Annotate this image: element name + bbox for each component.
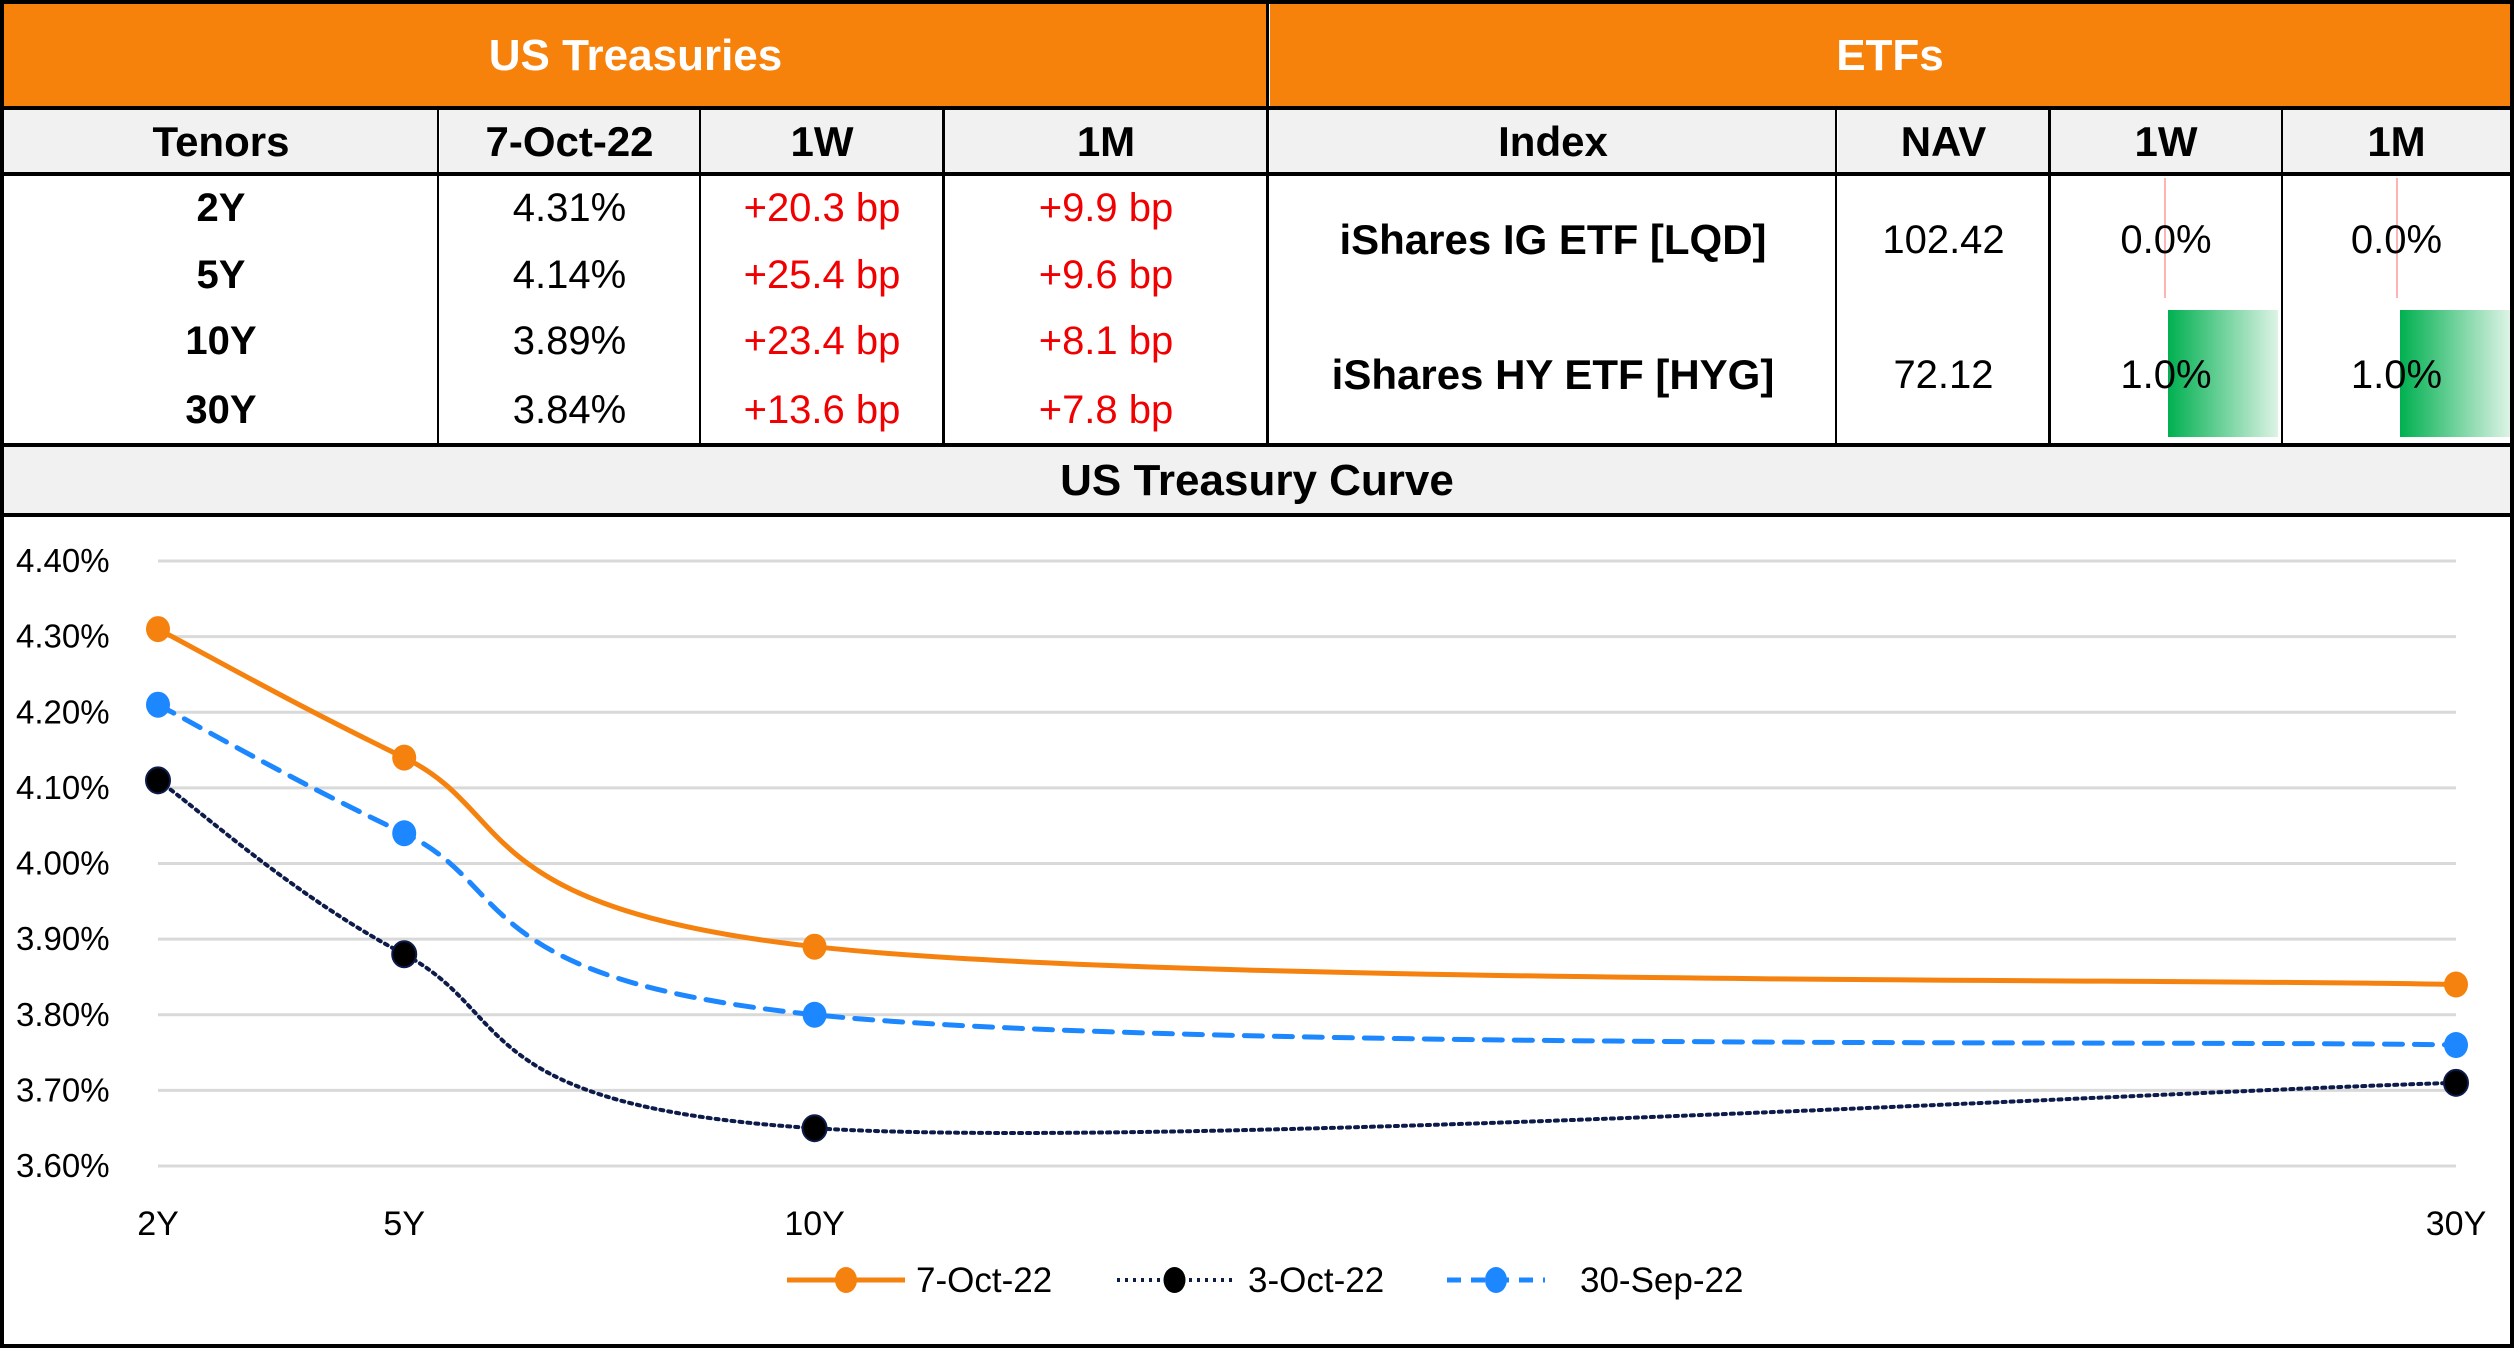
change-1w-cell: +23.4 bp [743, 318, 901, 363]
etf-nav-cell: 102.42 [1882, 217, 2005, 262]
y-tick-label: 4.30% [16, 618, 110, 655]
tenor-cell: 2Y [196, 185, 246, 230]
divider [2048, 107, 2051, 445]
divider [0, 172, 2514, 176]
data-point [145, 766, 171, 795]
divider [0, 443, 2514, 447]
data-point [802, 1001, 827, 1028]
divider [699, 107, 701, 445]
etf-nav-cell: 72.12 [1893, 352, 1994, 397]
col-header-date: 7-Oct-22 [440, 110, 699, 173]
col-header-etf-1m: 1M [2283, 110, 2510, 173]
series-line-30-Sep-22 [155, 702, 2459, 1048]
y-tick-label: 3.90% [16, 920, 110, 957]
y-tick-label: 4.00% [16, 845, 110, 882]
x-tick-label: 10Y [784, 1205, 845, 1243]
change-1w-cell: +25.4 bp [743, 252, 901, 297]
divider [0, 0, 4, 1348]
etf-index-cell: iShares IG ETF [LQD] [1339, 216, 1767, 263]
y-tick-label: 3.70% [16, 1071, 110, 1108]
divider [2510, 0, 2514, 1348]
x-tick-label: 30Y [2426, 1205, 2487, 1243]
col-header-1m: 1M [945, 110, 1267, 173]
databar-1w-hyg [2168, 310, 2278, 437]
divider [2281, 107, 2283, 445]
divider [0, 1344, 2514, 1348]
data-point [146, 691, 170, 718]
y-tick-label: 4.10% [16, 769, 110, 806]
chart-title: US Treasury Curve [4, 447, 2510, 514]
divider [1835, 107, 1837, 445]
divider [0, 106, 2514, 110]
treasury-curve-chart: 4.40% 4.30% 4.20% 4.10% 4.00% 3.90% 3.80% 3.70%… [16, 542, 2487, 1300]
etf-1m-cell: 0.0% [2350, 217, 2443, 262]
etf-1w-cell: 1.0% [2120, 352, 2212, 397]
data-point [392, 820, 417, 847]
data-point [2444, 1032, 2468, 1058]
data-point [391, 940, 418, 969]
col-header-nav: NAV [1838, 110, 2049, 173]
y-tick-label: 3.60% [16, 1147, 110, 1184]
treasuries-title: US Treasuries [4, 4, 1267, 107]
data-point [146, 616, 170, 643]
series-line-7-Oct-22 [155, 626, 2459, 987]
tenor-cell: 30Y [185, 387, 257, 432]
divider [942, 107, 945, 445]
change-1m-cell: +8.1 bp [1038, 318, 1174, 363]
databar-1m-hyg [2400, 310, 2510, 437]
data-point [2444, 971, 2468, 998]
yield-cell: 4.31% [512, 185, 627, 230]
etf-1m-cell: 1.0% [2350, 352, 2443, 397]
change-1m-cell: +7.8 bp [1038, 387, 1174, 432]
etf-1w-cell: 0.0% [2120, 217, 2212, 262]
change-1w-cell: +13.6 bp [743, 387, 901, 432]
change-1m-cell: +9.6 bp [1038, 252, 1174, 297]
yield-cell: 3.84% [512, 387, 627, 432]
divider [0, 0, 2514, 4]
zero-axis-line [2396, 178, 2398, 298]
data-point [801, 1114, 828, 1143]
col-header-etf-1w: 1W [2051, 110, 2281, 173]
divider [437, 107, 439, 445]
divider [0, 513, 2514, 517]
x-tick-label: 5Y [383, 1205, 425, 1243]
data-point [802, 933, 827, 960]
data-point [392, 744, 417, 771]
data-point [2443, 1068, 2469, 1097]
col-header-1w: 1W [701, 110, 943, 173]
change-1m-cell: +9.9 bp [1038, 185, 1174, 230]
col-header-tenors: Tenors [4, 110, 438, 173]
yield-cell: 4.14% [512, 252, 627, 297]
legend-label: 7-Oct-22 [916, 1261, 1052, 1300]
change-1w-cell: +20.3 bp [743, 185, 901, 230]
yield-cell: 3.89% [512, 318, 627, 363]
series-line-3-Oct-22 [156, 778, 2458, 1135]
divider [1266, 4, 1269, 445]
zero-axis-line [2164, 178, 2166, 298]
col-header-index: Index [1270, 110, 1836, 173]
y-tick-label: 4.20% [16, 693, 110, 730]
etf-index-cell: iShares HY ETF [HYG] [1331, 351, 1775, 398]
legend-label: 3-Oct-22 [1248, 1261, 1384, 1300]
legend-marker [835, 1267, 857, 1293]
legend-marker [1485, 1267, 1507, 1293]
etfs-title: ETFs [1270, 4, 2510, 107]
x-tick-label: 2Y [137, 1205, 179, 1243]
legend-label: 30-Sep-22 [1580, 1261, 1743, 1300]
tenor-cell: 10Y [185, 318, 257, 363]
legend-marker [1163, 1267, 1186, 1293]
y-tick-label: 3.80% [16, 996, 110, 1033]
tenor-cell: 5Y [196, 252, 246, 297]
y-tick-label: 4.40% [16, 542, 110, 579]
